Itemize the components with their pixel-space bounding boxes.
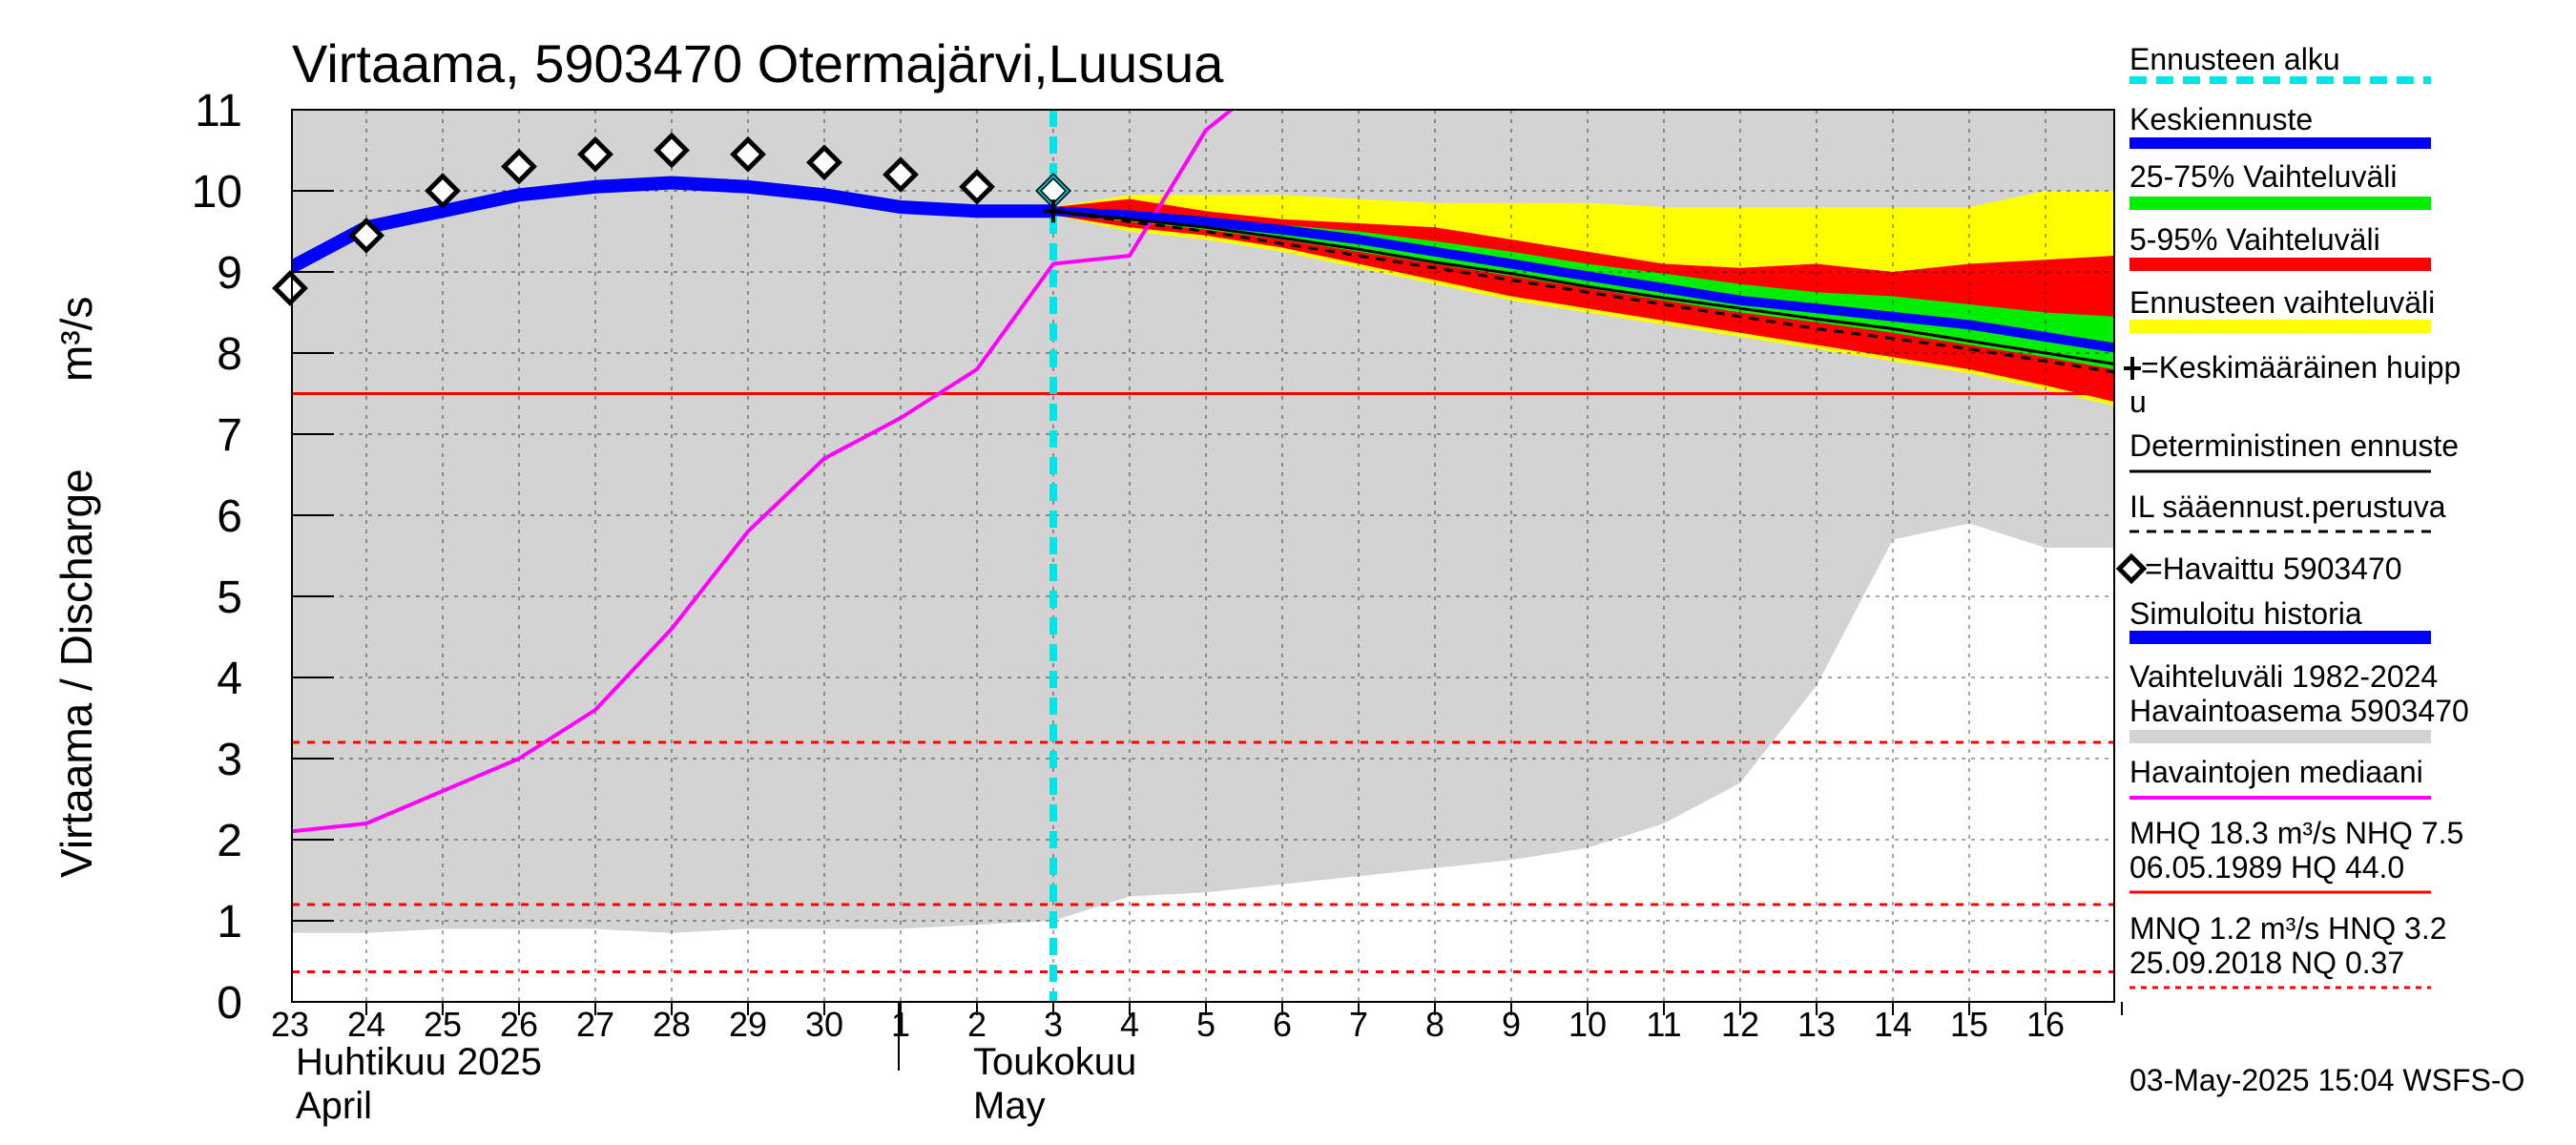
legend-mean-peak-wrap: u	[2129, 385, 2147, 419]
legend-il-forecast: IL sääennust.perustuva	[2129, 489, 2446, 524]
y-axis-ticks: 0 1 2 3 4 5 6 7 8 9 10 11	[192, 86, 334, 1029]
y-tick-label: 8	[217, 329, 242, 380]
series-lines	[292, 110, 2114, 834]
series-line-median	[292, 110, 1235, 834]
legend-mnq: MNQ 1.2 m³/s HNQ 3.2	[2129, 911, 2447, 946]
y-tick-label: 4	[217, 654, 242, 704]
legend-simulated: Simuloitu historia	[2129, 596, 2362, 631]
legend-forecast-start: Ennusteen alku	[2129, 42, 2340, 76]
x-tick-label: 23	[271, 1005, 309, 1044]
y-tick-label: 11	[195, 86, 242, 136]
observed-point	[654, 132, 690, 169]
legend-range-5-95: 5-95% Vaihteluväli	[2129, 222, 2380, 257]
x-tick-label: 1	[891, 1005, 910, 1044]
x-tick-label: 30	[805, 1005, 843, 1044]
y-tick-label: 5	[217, 572, 242, 623]
x-tick-label: 3	[1044, 1005, 1063, 1044]
y-axis-unit: m³/s	[52, 297, 101, 382]
x-tick-label: 28	[653, 1005, 691, 1044]
month-label-april-fi: Huhtikuu 2025	[296, 1041, 542, 1083]
legend-history-range: Vaihteluväli 1982-2024	[2129, 659, 2438, 694]
x-tick-label: 5	[1196, 1005, 1215, 1044]
x-tick-label: 11	[1646, 1005, 1681, 1044]
x-tick-label: 29	[729, 1005, 767, 1044]
observed-point	[806, 144, 842, 181]
month-label-april-en: April	[296, 1085, 372, 1127]
grid-lines	[292, 110, 2114, 1002]
observed-markers	[272, 132, 1071, 306]
observed-point	[577, 135, 613, 173]
y-tick-label: 1	[217, 897, 242, 947]
x-tick-label: 16	[2026, 1005, 2065, 1044]
legend-range-all: Ennusteen vaihteluväli	[2129, 285, 2435, 320]
x-tick-label: 9	[1502, 1005, 1521, 1044]
x-tick-label: 25	[424, 1005, 462, 1044]
observed-point	[272, 270, 308, 306]
x-tick-label: 7	[1349, 1005, 1368, 1044]
month-label-may-en: May	[973, 1085, 1046, 1127]
x-tick-label: 2	[967, 1005, 987, 1044]
footer-timestamp: 03-May-2025 15:04 WSFS-O	[2129, 1063, 2524, 1097]
x-tick-label: 15	[1950, 1005, 1988, 1044]
observed-point	[959, 168, 995, 205]
x-tick-label: 12	[1721, 1005, 1759, 1044]
legend-mhq: MHQ 18.3 m³/s NHQ 7.5	[2129, 816, 2463, 850]
series-line-deterministic	[1052, 209, 2114, 366]
series-line-il-forecast	[1052, 209, 2114, 374]
y-tick-label: 6	[217, 491, 242, 542]
y-tick-label: 10	[192, 167, 242, 218]
y-tick-label: 3	[217, 735, 242, 785]
series-line-mean-forecast	[1052, 206, 2114, 353]
legend-mean-peak: =Keskimääräinen huipp	[2141, 350, 2461, 385]
plot-frame	[291, 109, 2115, 1003]
x-tick-label: 4	[1120, 1005, 1139, 1044]
legend-mean-forecast: Keskiennuste	[2129, 102, 2313, 136]
reference-lines	[292, 110, 2114, 1002]
legend-mean-peak-marker	[2124, 357, 2141, 380]
observed-point	[348, 217, 384, 254]
x-tick-label: 24	[347, 1005, 385, 1044]
observed-point	[883, 156, 919, 193]
x-tick-label: 27	[576, 1005, 614, 1044]
legend: Ennusteen alku Keskiennuste 25-75% Vaiht…	[2115, 42, 2469, 989]
x-tick-label: 10	[1568, 1005, 1607, 1044]
x-tick-label: 8	[1425, 1005, 1444, 1044]
x-tick-label: 14	[1874, 1005, 1912, 1044]
x-axis-ticks: 23 24 25 26 27 28 29 30 1 2 3 4 5 6 7 8 9 10 11 12 13 14 15 16	[271, 1002, 2123, 1044]
x-tick-label: 6	[1273, 1005, 1292, 1044]
observed-point	[501, 148, 537, 185]
x-tick-label: 13	[1797, 1005, 1836, 1044]
legend-deterministic: Deterministinen ennuste	[2129, 428, 2459, 463]
y-tick-label: 9	[217, 248, 242, 299]
legend-observed-marker	[2115, 552, 2148, 585]
legend-range-25-75: 25-75% Vaihteluväli	[2129, 159, 2397, 194]
y-axis-label: Virtaama / Discharge	[52, 468, 101, 878]
legend-observed: =Havaittu 5903470	[2145, 552, 2402, 586]
observed-point	[730, 135, 766, 173]
series-line-simulated	[292, 176, 1053, 274]
legend-mhq-date: 06.05.1989 HQ 44.0	[2129, 850, 2404, 885]
y-tick-label: 2	[217, 816, 242, 866]
chart-title: Virtaama, 5903470 Otermajärvi,Luusua	[292, 33, 1224, 94]
y-tick-label: 7	[217, 410, 242, 461]
month-label-may-fi: Toukokuu	[973, 1041, 1136, 1083]
plot-area	[272, 109, 2115, 1003]
legend-history-station: Havaintoasema 5903470	[2129, 694, 2469, 728]
forecast-band-5-95	[1053, 198, 2114, 402]
observed-point	[425, 173, 461, 209]
legend-median: Havaintojen mediaani	[2129, 755, 2423, 789]
x-tick-label: 26	[500, 1005, 538, 1044]
legend-mnq-date: 25.09.2018 NQ 0.37	[2129, 946, 2404, 980]
y-tick-label: 0	[217, 978, 242, 1029]
